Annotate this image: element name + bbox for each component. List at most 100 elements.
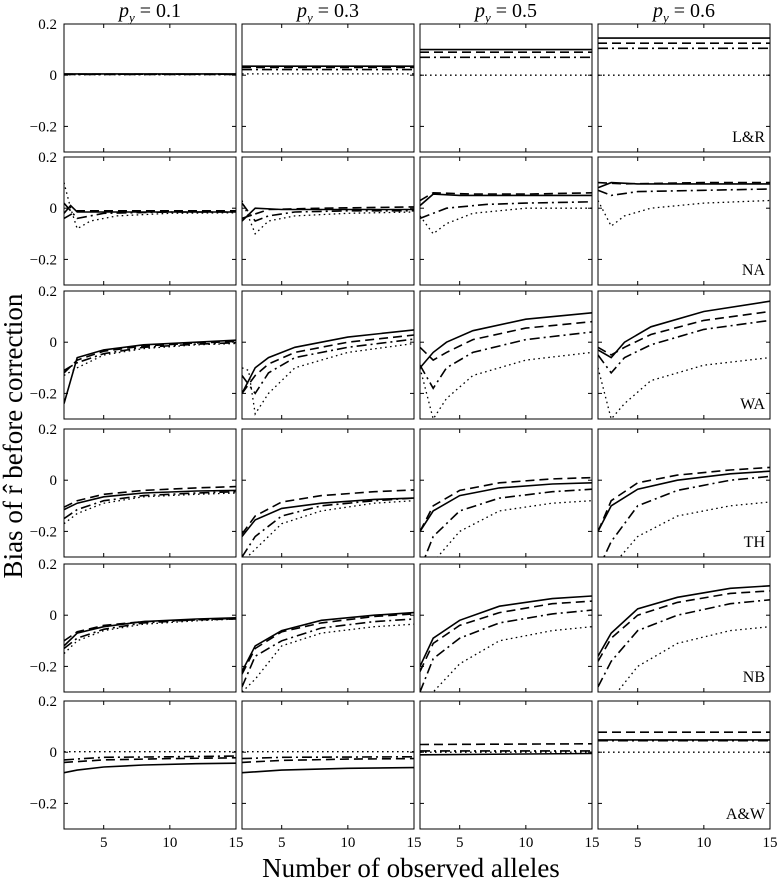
series-dashdot bbox=[242, 756, 414, 760]
series-solid bbox=[420, 595, 592, 667]
y-tick-label: 0 bbox=[50, 745, 58, 761]
y-tick-label: 0.2 bbox=[38, 284, 57, 300]
series-dashed bbox=[242, 489, 414, 535]
y-tick-label: 0.2 bbox=[38, 557, 57, 573]
panel-frame bbox=[241, 700, 415, 830]
x-tick-label: 15 bbox=[763, 835, 778, 851]
x-tick-label: 5 bbox=[456, 835, 464, 851]
series-dashdot bbox=[420, 609, 592, 692]
x-tick-label: 10 bbox=[696, 835, 711, 851]
panel-frame bbox=[419, 23, 593, 153]
x-tick-label: 10 bbox=[162, 835, 177, 851]
panel-NB-3 bbox=[419, 563, 593, 693]
series-dashdot bbox=[64, 617, 236, 650]
row-label: TH bbox=[744, 534, 766, 551]
series-dashdot bbox=[598, 188, 770, 197]
series-solid bbox=[598, 585, 770, 657]
panel-frame bbox=[63, 290, 237, 420]
panel-WA-3 bbox=[419, 290, 593, 420]
panel-NB-4: NB bbox=[597, 563, 771, 693]
panel-A&W-2: 5 10 15 bbox=[241, 700, 422, 851]
series-dotted bbox=[64, 182, 236, 230]
panel-frame bbox=[597, 23, 771, 153]
panel-frame bbox=[241, 563, 415, 693]
row-label: A&W bbox=[726, 806, 766, 823]
panel-frame bbox=[597, 156, 771, 286]
x-tick-label: 15 bbox=[407, 835, 422, 851]
series-solid bbox=[598, 181, 770, 189]
y-tick-label: −0.2 bbox=[30, 119, 57, 135]
column-title: py = 0.3 bbox=[295, 0, 359, 25]
series-dashed bbox=[242, 206, 414, 220]
y-tick-label: −0.2 bbox=[30, 252, 57, 268]
series-dashdot bbox=[242, 618, 414, 688]
series-dashdot bbox=[420, 331, 592, 390]
series-dotted bbox=[64, 618, 236, 655]
series-dashed bbox=[420, 191, 592, 202]
series-solid bbox=[64, 204, 236, 214]
panel-frame bbox=[419, 428, 593, 558]
row-label: WA bbox=[740, 396, 765, 413]
panel-TH-4: TH bbox=[597, 428, 771, 558]
panel-NA-3 bbox=[419, 156, 593, 286]
panel-NA-4: NA bbox=[597, 156, 771, 286]
series-solid bbox=[242, 611, 414, 672]
panel-L&R-4: L&R bbox=[597, 23, 771, 153]
panel-frame bbox=[597, 563, 771, 693]
panel-frame bbox=[419, 156, 593, 286]
series-dotted bbox=[432, 626, 592, 692]
panel-frame bbox=[597, 290, 771, 420]
series-solid bbox=[242, 766, 414, 774]
panel-frame bbox=[63, 563, 237, 693]
series-solid bbox=[420, 752, 592, 756]
series-dashdot bbox=[242, 497, 414, 557]
x-tick-label: 15 bbox=[585, 835, 600, 851]
column-title: py = 0.1 bbox=[117, 0, 181, 25]
y-tick-label: 0 bbox=[50, 335, 58, 351]
series-dotted bbox=[420, 351, 592, 419]
series-dashdot bbox=[598, 319, 770, 375]
series-solid bbox=[64, 489, 236, 511]
panel-NB-2 bbox=[241, 563, 415, 693]
column-title: py = 0.6 bbox=[651, 0, 715, 25]
panel-NB-1: 0.2 0 −0.2 bbox=[30, 557, 237, 693]
panel-frame bbox=[63, 428, 237, 558]
series-solid bbox=[242, 207, 414, 222]
y-tick-label: −0.2 bbox=[30, 659, 57, 675]
panel-frame bbox=[63, 156, 237, 286]
x-tick-label: 5 bbox=[634, 835, 642, 851]
series-dashdot bbox=[64, 341, 236, 372]
row-label: NA bbox=[742, 262, 766, 279]
series-dashdot bbox=[64, 490, 236, 520]
column-title: py = 0.5 bbox=[473, 0, 537, 25]
series-dashed bbox=[242, 757, 414, 764]
series-dashed bbox=[420, 320, 592, 362]
series-dotted bbox=[420, 207, 592, 235]
series-dotted bbox=[242, 623, 414, 692]
panel-TH-2 bbox=[241, 428, 415, 558]
series-solid bbox=[242, 329, 414, 394]
panel-A&W-1: 0.2 0 −0.2 5 10 15 bbox=[30, 694, 244, 851]
series-dotted bbox=[598, 199, 770, 228]
row-label: NB bbox=[743, 669, 765, 686]
series-dotted bbox=[64, 492, 236, 525]
y-tick-label: 0 bbox=[50, 68, 58, 84]
series-dashed bbox=[64, 757, 236, 764]
panel-grid: py = 0.1 py = 0.3 py = 0.5 py = 0.6 0.2 0 −0.2… bbox=[30, 0, 778, 851]
series-solid bbox=[598, 470, 770, 532]
panel-frame bbox=[419, 563, 593, 693]
x-tick-label: 10 bbox=[340, 835, 355, 851]
y-tick-label: 0 bbox=[50, 473, 58, 489]
series-dotted bbox=[436, 500, 592, 557]
panel-L&R-3 bbox=[419, 23, 593, 153]
series-dashdot bbox=[424, 488, 592, 557]
y-tick-label: 0.2 bbox=[38, 422, 57, 438]
y-tick-label: 0.2 bbox=[38, 150, 57, 166]
series-solid bbox=[598, 300, 770, 359]
panel-frame bbox=[597, 700, 771, 830]
y-tick-label: 0 bbox=[50, 608, 58, 624]
panel-L&R-2 bbox=[241, 23, 415, 153]
y-tick-label: −0.2 bbox=[30, 796, 57, 812]
row-label: L&R bbox=[732, 129, 765, 146]
series-solid bbox=[64, 339, 236, 404]
